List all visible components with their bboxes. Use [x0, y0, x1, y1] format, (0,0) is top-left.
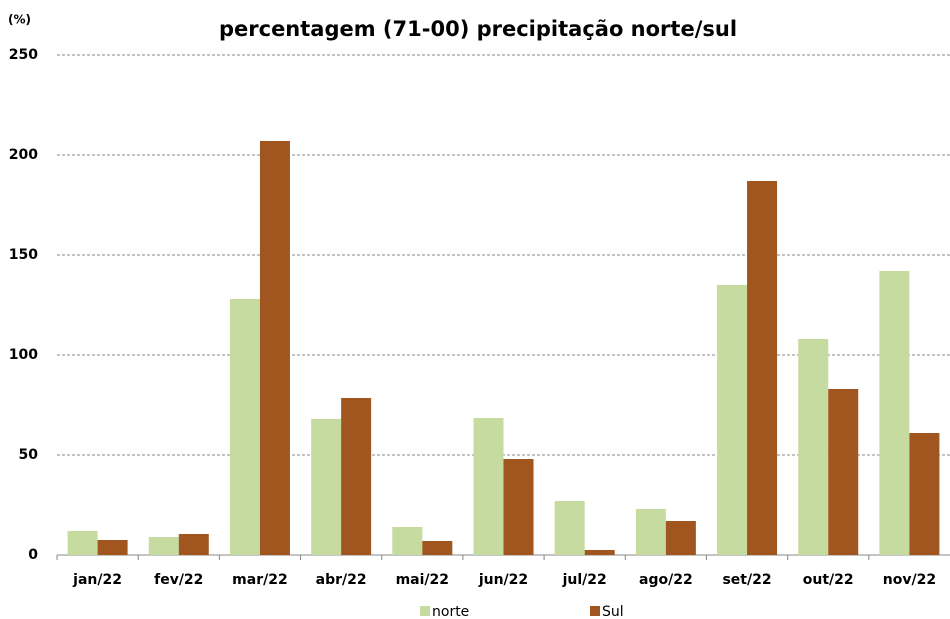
- bar: [798, 339, 829, 555]
- x-tick-label: ago/22: [639, 572, 693, 588]
- bar: [828, 389, 859, 555]
- bar: [97, 540, 128, 555]
- legend-swatch: [420, 606, 430, 616]
- x-tick-label: jan/22: [72, 572, 122, 588]
- x-tick-label: jul/22: [562, 572, 607, 588]
- x-tick-label: mar/22: [232, 572, 288, 588]
- y-tick-label: 100: [9, 347, 38, 363]
- bar: [259, 141, 290, 555]
- x-tick-label: out/22: [803, 572, 854, 588]
- bar: [229, 299, 260, 555]
- legend-label: norte: [432, 604, 469, 619]
- bar: [148, 537, 179, 555]
- bar: [635, 509, 666, 555]
- bar: [717, 285, 748, 555]
- y-tick-label: 200: [9, 147, 38, 163]
- legend-label: Sul: [602, 604, 624, 619]
- bar: [909, 433, 940, 555]
- bar: [67, 531, 98, 555]
- y-tick-label: 0: [28, 547, 38, 563]
- y-tick-label: 250: [9, 47, 38, 63]
- bar: [879, 271, 910, 555]
- bar: [311, 419, 342, 555]
- x-tick-label: nov/22: [883, 572, 936, 588]
- x-tick-label: mai/22: [396, 572, 449, 588]
- x-tick-label: fev/22: [154, 572, 203, 588]
- x-tick-label: jun/22: [478, 572, 528, 588]
- legend-swatch: [590, 606, 600, 616]
- bar: [584, 550, 615, 555]
- x-tick-label: abr/22: [316, 572, 367, 588]
- bar: [665, 521, 696, 555]
- bar: [178, 534, 209, 555]
- chart-title: percentagem (71-00) precipitação norte/s…: [219, 17, 737, 41]
- bar: [341, 398, 372, 555]
- bar: [422, 541, 453, 555]
- bar: [554, 501, 585, 555]
- bar: [747, 181, 778, 555]
- y-tick-label: 150: [9, 247, 38, 263]
- y-axis-label: (%): [8, 13, 31, 27]
- bar: [503, 459, 534, 555]
- x-tick-label: set/22: [722, 572, 771, 588]
- bar: [392, 527, 423, 555]
- bar: [473, 418, 504, 555]
- y-tick-label: 50: [19, 447, 39, 463]
